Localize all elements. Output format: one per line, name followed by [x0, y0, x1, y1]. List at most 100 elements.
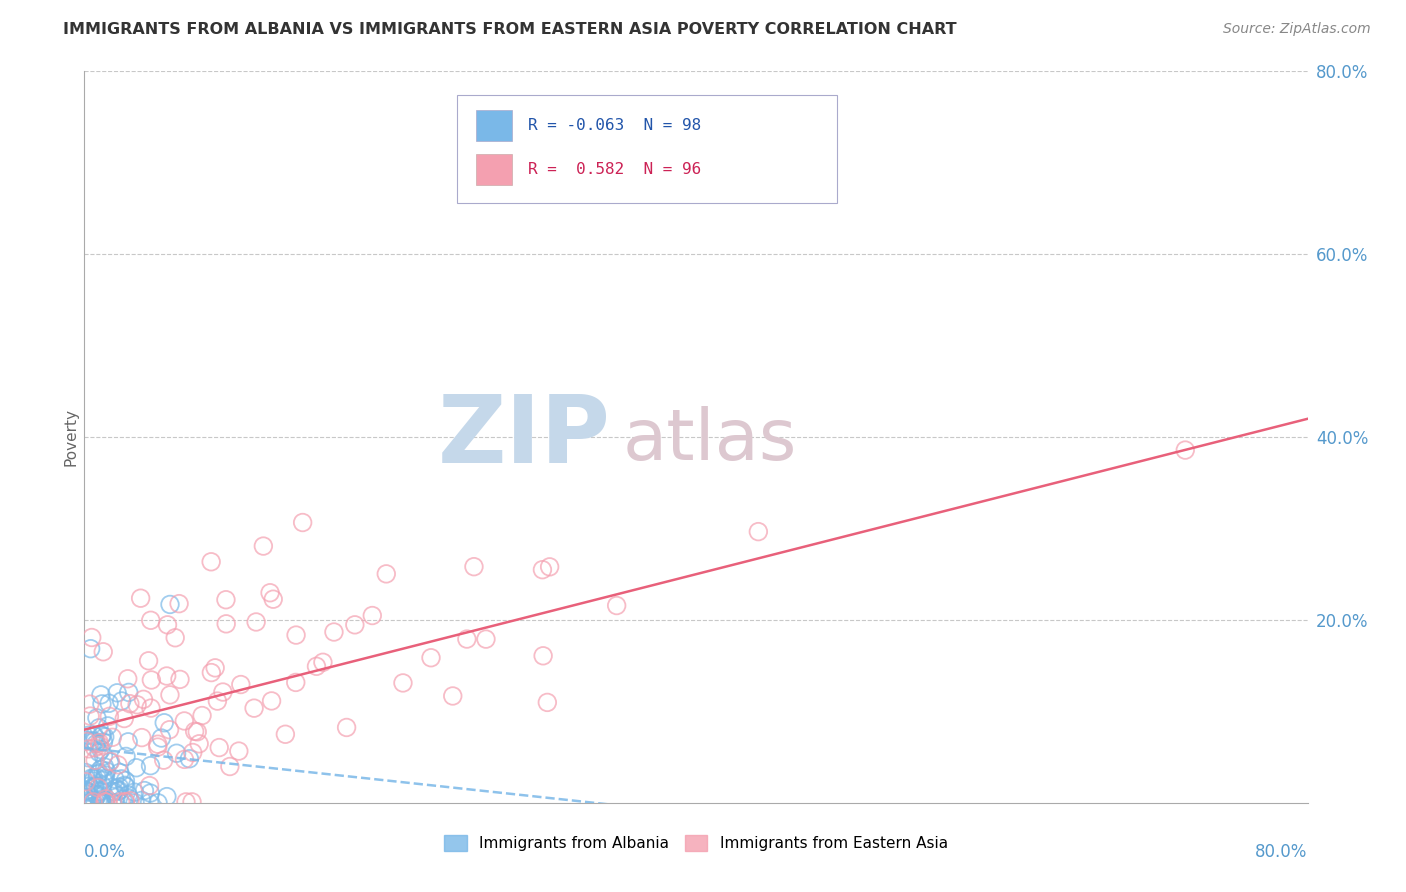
Point: [86, 771, 108, 785]
Point: [441, 689, 464, 703]
Point: [89, 784, 111, 798]
Point: [90, 728, 112, 742]
Point: [89, 736, 111, 750]
Point: [114, 780, 136, 794]
Point: [141, 673, 163, 687]
Point: [111, 792, 134, 806]
Point: [110, 795, 132, 809]
Point: [188, 737, 211, 751]
Point: [79, 779, 101, 793]
Point: [179, 752, 201, 766]
Point: [104, 772, 127, 786]
Text: IMMIGRANTS FROM ALBANIA VS IMMIGRANTS FROM EASTERN ASIA POVERTY CORRELATION CHAR: IMMIGRANTS FROM ALBANIA VS IMMIGRANTS FR…: [63, 22, 957, 37]
Point: [112, 712, 135, 726]
Point: [75, 790, 97, 805]
Point: [94, 772, 117, 786]
Point: [80, 631, 103, 645]
Point: [91, 645, 114, 659]
Point: [463, 559, 485, 574]
Point: [94, 768, 117, 782]
Point: [90, 796, 112, 810]
Point: [82, 774, 104, 789]
Point: [173, 752, 195, 766]
Point: [132, 692, 155, 706]
Point: [124, 785, 146, 799]
Text: Source: ZipAtlas.com: Source: ZipAtlas.com: [1223, 22, 1371, 37]
FancyBboxPatch shape: [475, 154, 513, 185]
Point: [83, 734, 105, 748]
Text: ZIP: ZIP: [437, 391, 610, 483]
Point: [174, 795, 197, 809]
Point: [218, 759, 240, 773]
Point: [94, 730, 117, 744]
Point: [1174, 443, 1197, 458]
Point: [139, 701, 162, 715]
Point: [146, 796, 169, 810]
Point: [606, 599, 628, 613]
Point: [124, 796, 146, 810]
Point: [79, 709, 101, 723]
Point: [75, 774, 97, 789]
Point: [98, 755, 121, 769]
Point: [104, 790, 127, 805]
Point: [139, 786, 162, 800]
Point: [212, 685, 235, 699]
Point: [91, 796, 114, 810]
Point: [108, 783, 131, 797]
Point: [456, 632, 478, 646]
Text: atlas: atlas: [623, 406, 797, 475]
Point: [138, 796, 160, 810]
Point: [89, 739, 111, 753]
Point: [152, 753, 174, 767]
Point: [91, 778, 114, 792]
Point: [87, 766, 110, 780]
Point: [84, 788, 107, 802]
Point: [79, 796, 101, 810]
Point: [87, 721, 110, 735]
Point: [139, 613, 162, 627]
Point: [118, 697, 141, 711]
Point: [200, 555, 222, 569]
Point: [90, 792, 112, 806]
Point: [536, 695, 558, 709]
Point: [118, 794, 141, 808]
Point: [291, 516, 314, 530]
Point: [361, 608, 384, 623]
Point: [84, 753, 107, 767]
Point: [98, 696, 121, 710]
Point: [90, 742, 112, 756]
Point: [108, 765, 131, 780]
Point: [343, 617, 366, 632]
Point: [77, 785, 100, 799]
Point: [75, 733, 97, 747]
Point: [156, 669, 179, 683]
Point: [131, 731, 153, 745]
Point: [336, 721, 359, 735]
Point: [114, 795, 136, 809]
Point: [169, 673, 191, 687]
Point: [90, 762, 112, 776]
Point: [207, 694, 229, 708]
FancyBboxPatch shape: [475, 110, 513, 141]
Point: [208, 740, 231, 755]
Point: [111, 694, 134, 708]
Point: [159, 688, 181, 702]
Point: [200, 665, 222, 680]
Point: [305, 659, 328, 673]
Point: [75, 783, 97, 797]
Point: [156, 789, 179, 804]
Point: [531, 648, 554, 663]
Point: [165, 631, 187, 645]
Point: [138, 779, 160, 793]
Point: [260, 694, 283, 708]
Point: [134, 783, 156, 797]
Point: [107, 757, 129, 772]
Point: [114, 795, 136, 809]
Point: [323, 625, 346, 640]
Point: [191, 708, 214, 723]
Point: [252, 539, 274, 553]
Point: [90, 793, 112, 807]
Point: [76, 734, 98, 748]
Point: [79, 641, 101, 656]
Point: [118, 685, 141, 699]
